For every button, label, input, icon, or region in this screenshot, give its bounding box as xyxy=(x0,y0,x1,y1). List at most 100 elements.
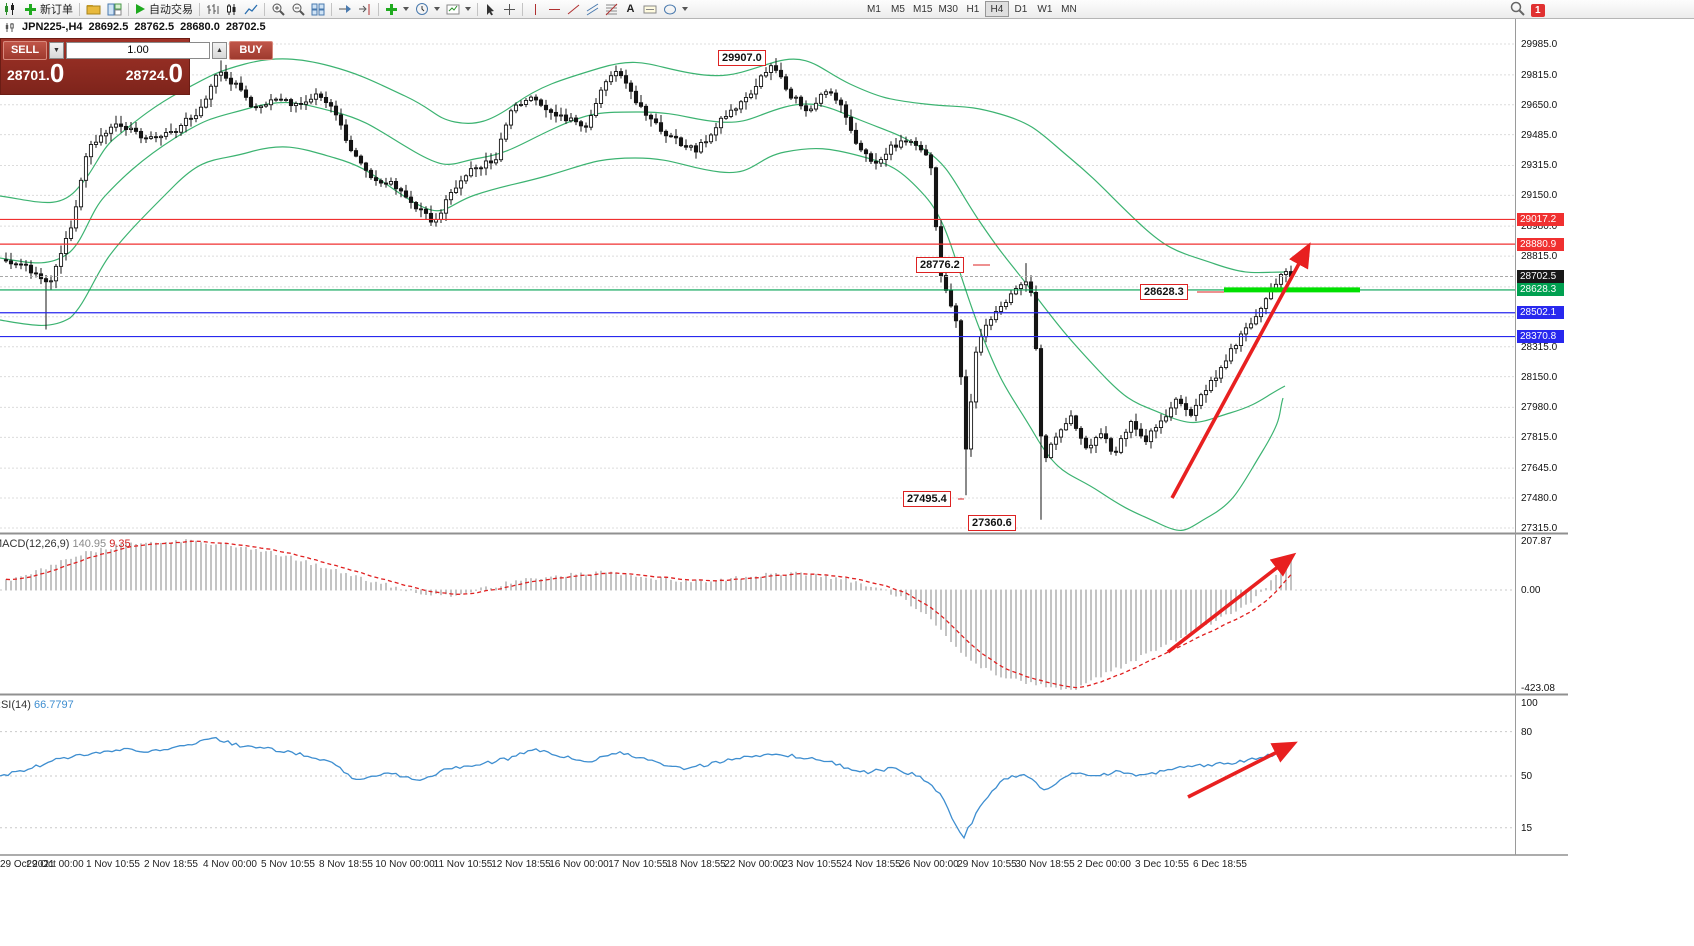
channel-tool-button[interactable] xyxy=(583,1,602,17)
trendline-tool-button[interactable] xyxy=(564,1,583,17)
trade-panel-controls: SELL ▼ ▲ BUY xyxy=(1,39,273,60)
rsi-label: RSI(14) 66.7797 xyxy=(0,699,74,711)
tile-windows-icon xyxy=(311,3,325,15)
caret-down-icon xyxy=(682,7,688,11)
channel-icon xyxy=(586,3,599,15)
toolbar: 新订单 自动交易 xyxy=(0,0,1694,19)
vertical-line-tool-button[interactable] xyxy=(526,1,545,17)
timeframe-m30-button[interactable]: M30 xyxy=(935,1,960,17)
bar-chart-mode-button[interactable] xyxy=(203,1,222,17)
macd-name: MACD(12,26,9) xyxy=(0,538,70,550)
main-chart-panel[interactable] xyxy=(0,18,1694,533)
candles-icon xyxy=(227,3,236,15)
time-axis-panel[interactable] xyxy=(0,855,1694,946)
sell-button[interactable]: SELL xyxy=(3,40,47,60)
macd-value: 140.95 xyxy=(72,538,107,550)
search-icon[interactable] xyxy=(1510,1,1525,19)
indicators-button[interactable] xyxy=(382,1,412,17)
volume-increase-button[interactable]: ▲ xyxy=(212,41,227,59)
notification-badge[interactable]: 1 xyxy=(1531,3,1545,17)
chart-shift-icon xyxy=(359,3,370,15)
macd-panel[interactable] xyxy=(0,535,1694,694)
layout-icon xyxy=(107,3,122,15)
shapes-tool-button[interactable] xyxy=(660,1,691,17)
timeframe-mn-button[interactable]: MN xyxy=(1057,1,1081,17)
buy-price-big: 0 xyxy=(168,58,183,88)
trade-panel-prices: 28701. 0 28724. 0 xyxy=(1,59,189,89)
tile-windows-button[interactable] xyxy=(308,1,328,17)
autotrading-button[interactable]: 自动交易 xyxy=(132,1,196,17)
cursor-tool-button[interactable] xyxy=(481,1,500,17)
line-chart-mode-button[interactable] xyxy=(241,1,261,17)
separator xyxy=(264,2,265,16)
chart-shift-button[interactable] xyxy=(355,1,375,17)
text-tool-button[interactable]: A xyxy=(621,1,640,17)
autotrading-label: 自动交易 xyxy=(149,4,193,16)
timeframe-m5-button[interactable]: M5 xyxy=(886,1,910,17)
caret-down-icon xyxy=(465,7,471,11)
zoom-in-button[interactable] xyxy=(268,1,288,17)
text-tool-glyph: A xyxy=(626,3,635,15)
macd-signal-value: 9.35 xyxy=(109,538,131,550)
timeframe-group: M1 M5 M15 M30 H1 H4 D1 W1 MN xyxy=(862,1,1081,17)
timeframe-d1-button[interactable]: D1 xyxy=(1009,1,1033,17)
auto-scroll-button[interactable] xyxy=(335,1,355,17)
new-order-button[interactable]: 新订单 xyxy=(21,1,76,17)
timeframe-h1-button[interactable]: H1 xyxy=(961,1,985,17)
separator xyxy=(477,2,478,16)
cursor-icon xyxy=(487,3,494,15)
candlestick-mode-button[interactable] xyxy=(222,1,241,17)
text-label-tool-button[interactable] xyxy=(640,1,660,17)
buy-price-main: 28724. xyxy=(125,67,169,83)
sell-price-main: 28701. xyxy=(7,67,50,83)
ohlc-open: 28692.5 xyxy=(88,21,129,33)
timeframe-m15-button[interactable]: M15 xyxy=(910,1,935,17)
rsi-name: RSI(14) xyxy=(0,699,31,711)
separator xyxy=(378,2,379,16)
profiles-button[interactable] xyxy=(83,1,104,17)
mini-candles-icon xyxy=(5,3,14,15)
timeframe-h4-button[interactable]: H4 xyxy=(984,1,1009,17)
ohlc-high: 28762.5 xyxy=(134,21,175,33)
macd-label: MACD(12,26,9) 140.95 9.35 xyxy=(0,538,131,550)
shapes-icon xyxy=(664,4,676,14)
horizontal-line-tool-button[interactable] xyxy=(545,1,564,17)
fibonacci-icon xyxy=(605,3,618,15)
new-chart-button[interactable] xyxy=(0,1,21,17)
trendline-icon xyxy=(567,4,580,14)
volume-decrease-button[interactable]: ▼ xyxy=(49,41,64,59)
symbol-period-label: JPN225-,H4 xyxy=(22,21,83,33)
horizontal-line-icon xyxy=(549,8,560,10)
rsi-value: 66.7797 xyxy=(33,699,74,711)
zoom-in-icon xyxy=(272,3,285,16)
one-click-trading-panel: SELL ▼ ▲ BUY 28701.0 28724.0 xyxy=(0,38,273,95)
templates-button[interactable] xyxy=(443,1,474,17)
line-chart-icon xyxy=(244,4,258,14)
sell-price-big: 0 xyxy=(49,58,65,88)
indicator-plus-icon xyxy=(386,3,397,15)
bars-icon xyxy=(207,3,219,14)
sell-price: 28701. 0 xyxy=(7,60,64,86)
volume-input[interactable] xyxy=(66,41,210,59)
zoom-out-button[interactable] xyxy=(288,1,308,17)
crosshair-icon xyxy=(504,3,515,15)
text-label-icon xyxy=(643,5,657,13)
chart-title-icon xyxy=(5,22,14,32)
charts-layout-button[interactable] xyxy=(104,1,125,17)
caret-down-icon xyxy=(403,7,409,11)
new-order-label: 新订单 xyxy=(40,4,73,16)
separator xyxy=(79,2,80,16)
chart-header: JPN225-,H4 28692.5 28762.5 28680.0 28702… xyxy=(4,21,266,33)
plus-icon xyxy=(25,3,36,15)
rsi-panel[interactable] xyxy=(0,696,1694,855)
fibonacci-tool-button[interactable] xyxy=(602,1,621,17)
timeframe-w1-button[interactable]: W1 xyxy=(1033,1,1057,17)
timeframe-m1-button[interactable]: M1 xyxy=(862,1,886,17)
periods-button[interactable] xyxy=(412,1,443,17)
template-icon xyxy=(446,4,460,14)
separator xyxy=(199,2,200,16)
crosshair-tool-button[interactable] xyxy=(500,1,519,17)
buy-button[interactable]: BUY xyxy=(229,40,273,60)
zoom-out-icon xyxy=(292,3,305,16)
